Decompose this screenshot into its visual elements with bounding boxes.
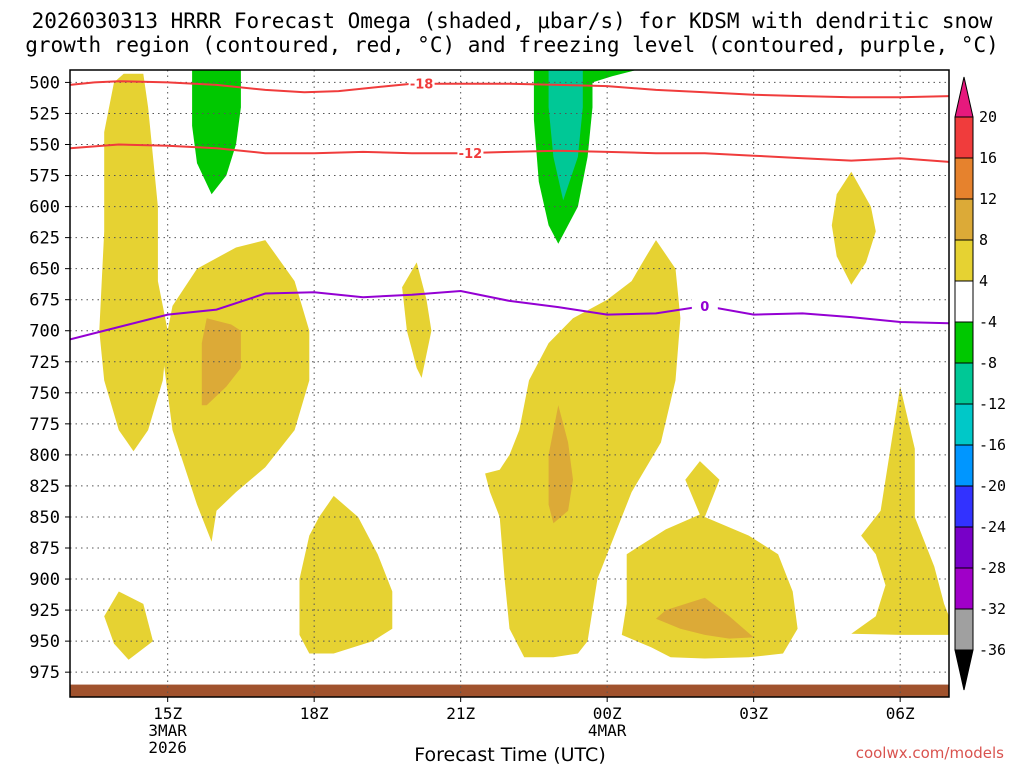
grid (70, 70, 949, 697)
colorbar-tick-label: -24 (979, 518, 1006, 536)
y-tick-label: 750 (29, 384, 60, 404)
colorbar-band (954, 608, 974, 651)
x-tick-label: 3MAR (148, 721, 187, 740)
y-tick-label: 925 (29, 601, 60, 621)
y-tick-label: 900 (29, 570, 60, 590)
omega-region (402, 262, 432, 378)
contour-lines (70, 80, 949, 341)
contour-line (70, 289, 949, 341)
surface-band (70, 684, 949, 697)
colorbar-under-arrow (954, 649, 974, 691)
y-tick-label: 675 (29, 291, 60, 311)
colorbar-tick-label: 20 (979, 108, 997, 126)
omega-shading (99, 70, 949, 660)
contour-line (70, 143, 949, 163)
contour-label: -18 (410, 78, 434, 93)
x-tick-label: 4MAR (588, 721, 627, 740)
x-axis-label: Forecast Time (UTC) (414, 744, 606, 766)
colorbar-band (954, 198, 974, 241)
x-tick-label: 21Z (446, 704, 475, 723)
y-tick-label: 975 (29, 663, 60, 683)
contour-label-bg (457, 144, 484, 161)
omega-region (299, 495, 393, 654)
colorbar-tick-label: -20 (979, 477, 1006, 495)
y-tick-label: 825 (29, 477, 60, 497)
contour-labels: -18 -12 0 (408, 75, 718, 315)
colorbar-band (954, 116, 974, 159)
y-tick-label: 625 (29, 229, 60, 249)
x-tick-label: 03Z (739, 704, 768, 723)
colorbar-tick-label: -32 (979, 600, 1006, 618)
colorbar-band (954, 567, 974, 610)
x-tick-label: 06Z (886, 704, 915, 723)
colorbar-tick-label: -12 (979, 395, 1006, 413)
x-tick-label: 00Z (593, 704, 622, 723)
y-tick-label: 525 (29, 104, 60, 124)
colorbar-band (954, 362, 974, 405)
omega-region (162, 240, 310, 542)
omega-region (99, 73, 168, 452)
y-axis: 500 525 550 575 600 625 650 675 700 725 750 775 800 8… (29, 73, 70, 683)
colorbar-tick-label: -36 (979, 641, 1006, 659)
chart-title-line-2: growth region (contoured, red, °C) and f… (25, 33, 999, 57)
omega-region (831, 171, 876, 285)
colorbar-band (954, 526, 974, 569)
y-tick-label: 550 (29, 135, 60, 155)
colorbar-tick-label: -16 (979, 436, 1006, 454)
y-tick-label: 950 (29, 632, 60, 652)
y-tick-label: 875 (29, 539, 60, 559)
x-tick-label: 18Z (300, 704, 329, 723)
contour-label-bg (408, 75, 435, 92)
omega-region (192, 70, 241, 195)
chart-title-line-1: 2026030313 HRRR Forecast Omega (shaded, … (31, 9, 993, 33)
y-tick-label: 775 (29, 415, 60, 435)
omega-region (548, 405, 573, 524)
omega-region (485, 240, 681, 658)
colorbar-band (954, 239, 974, 282)
omega-region (548, 70, 583, 201)
colorbar-tick-label: 8 (979, 231, 988, 249)
omega-region (656, 597, 754, 639)
omega-region (201, 318, 241, 406)
omega-region (104, 591, 153, 660)
y-tick-label: 850 (29, 508, 60, 528)
contour-label: 0 (700, 300, 709, 315)
credit-text: coolwx.com/models (855, 744, 1004, 762)
colorbar-tick-label: 12 (979, 190, 997, 208)
colorbar: 20 16 12 8 4 -4 -8 -12 -16 -20 -24 -28 -32 -36 (954, 76, 1006, 691)
plot-frame (69, 69, 950, 698)
y-tick-label: 500 (29, 73, 60, 93)
x-tick-label: 2026 (148, 738, 187, 757)
colorbar-band (954, 403, 974, 446)
colorbar-tick-label: -8 (979, 354, 997, 372)
contour-label-bg (691, 297, 718, 314)
contour-line (70, 80, 949, 99)
colorbar-band (954, 157, 974, 200)
y-tick-label: 800 (29, 446, 60, 466)
colorbar-tick-label: -4 (979, 313, 997, 331)
colorbar-tick-label: 16 (979, 149, 997, 167)
y-tick-label: 575 (29, 167, 60, 187)
omega-region (587, 70, 637, 83)
y-tick-label: 700 (29, 322, 60, 342)
y-tick-label: 650 (29, 260, 60, 280)
surface-terrain (70, 684, 949, 697)
colorbar-tick-label: 4 (979, 272, 988, 290)
colorbar-tick-label: -28 (979, 559, 1006, 577)
y-tick-label: 725 (29, 353, 60, 373)
contour-label: -12 (459, 147, 483, 162)
y-tick-label: 600 (29, 198, 60, 218)
colorbar-band (954, 444, 974, 487)
colorbar-over-arrow (954, 76, 974, 118)
colorbar-band (954, 321, 974, 364)
colorbar-band (954, 280, 974, 323)
colorbar-band (954, 485, 974, 528)
x-tick-label: 15Z (153, 704, 182, 723)
